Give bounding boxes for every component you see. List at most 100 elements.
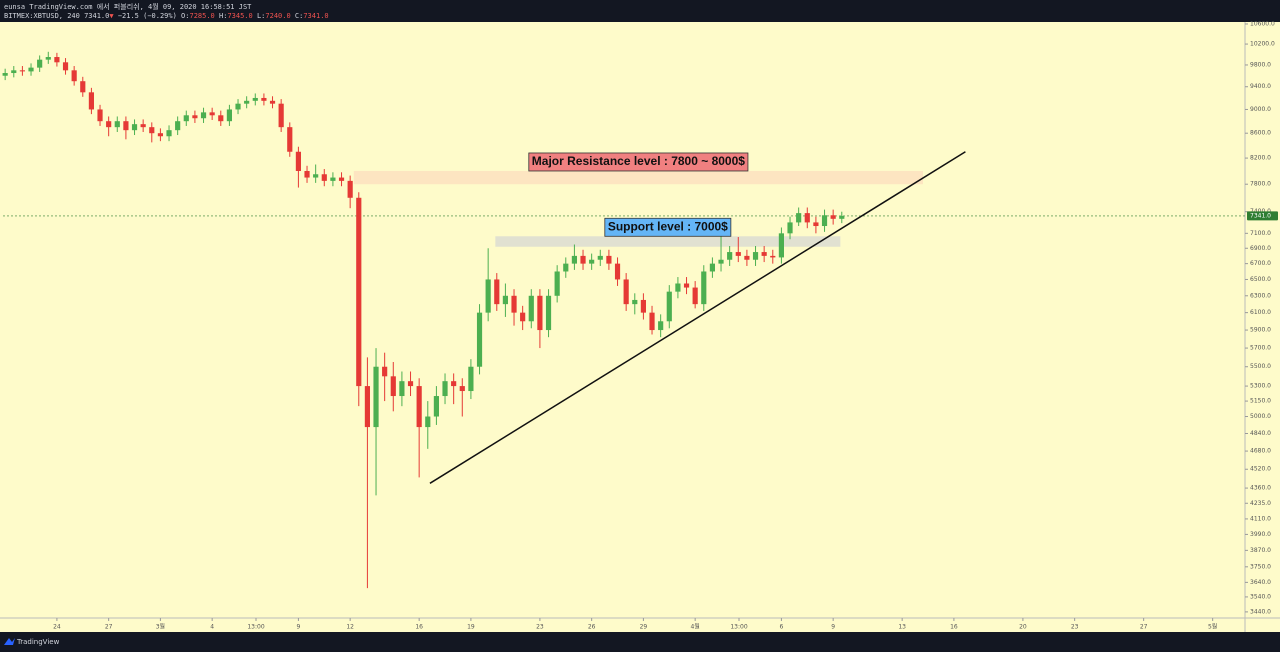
candle-body <box>106 121 112 128</box>
candle-body <box>295 151 301 171</box>
candle-body <box>787 222 793 234</box>
candle-body <box>338 177 345 181</box>
ohlc-label: C: <box>295 12 303 20</box>
logo <box>4 638 15 645</box>
candle-body <box>658 321 664 331</box>
candle-body <box>485 279 491 313</box>
y-tick-label: 9000.0 <box>1250 106 1271 113</box>
y-tick-label: 3540.0 <box>1250 593 1271 600</box>
candle-body <box>97 109 103 122</box>
publish-info: eunsa TradingView.com 에서 퍼블리쉬, 4월 09, 20… <box>4 2 252 11</box>
brand: TradingView <box>16 638 60 646</box>
candle-body <box>382 366 388 377</box>
candle-body <box>80 81 86 93</box>
candle-body <box>425 416 431 428</box>
y-tick-label: 7100.0 <box>1250 230 1271 237</box>
y-tick-label: 8200.0 <box>1250 155 1271 162</box>
ohlc-value: 7341.0 <box>303 12 328 20</box>
zone <box>495 236 841 247</box>
ohlc-label: H: <box>219 12 227 20</box>
candle-body <box>571 255 577 264</box>
candle-body <box>614 263 621 280</box>
candle-body <box>261 97 267 101</box>
ohlc-label: L: <box>257 12 265 20</box>
x-tick-label: 27 <box>1140 624 1148 631</box>
candle-body <box>45 57 51 60</box>
candle-body <box>433 396 439 417</box>
y-tick-label: 4680.0 <box>1250 448 1271 455</box>
candle-body <box>209 112 215 116</box>
candle-body <box>563 263 569 272</box>
candle-body <box>701 271 707 305</box>
y-tick-label: 5150.0 <box>1250 398 1271 405</box>
trendline <box>429 151 966 484</box>
candle-body <box>589 259 595 264</box>
candle-body <box>28 67 34 72</box>
candle-body <box>2 73 8 76</box>
candle-body <box>502 295 508 305</box>
candle-body <box>692 287 698 305</box>
candle-body <box>778 233 784 258</box>
change: −21.5 (−0.29%) <box>118 12 177 20</box>
candle-body <box>666 291 672 322</box>
y-tick-label: 5300.0 <box>1250 383 1271 390</box>
candle-body <box>226 109 232 122</box>
zone <box>353 170 923 185</box>
top-bar <box>0 0 1280 22</box>
y-tick-label: 5700.0 <box>1250 345 1271 352</box>
candle-body <box>364 386 370 428</box>
candle-body <box>140 124 146 128</box>
y-tick-label: 6900.0 <box>1250 245 1271 252</box>
candle-body <box>606 255 612 264</box>
ohlc-value: 7285.0 <box>189 12 214 20</box>
y-tick-label: 9400.0 <box>1250 83 1271 90</box>
candle-body <box>390 376 396 397</box>
y-tick-label: 4110.0 <box>1250 515 1271 522</box>
candle-body <box>727 252 733 260</box>
candle-body <box>718 259 724 264</box>
candle-body <box>476 312 483 367</box>
y-tick-label: 6700.0 <box>1250 260 1271 267</box>
candle-body <box>451 381 457 387</box>
zone-label: Major Resistance level : 7800 ~ 8000$ <box>532 154 745 168</box>
candle-body <box>675 283 681 292</box>
candle-body <box>735 252 741 256</box>
candle-body <box>813 222 819 227</box>
x-tick-label: 4월 <box>690 623 699 631</box>
ohlc-label: O: <box>181 12 189 20</box>
candle-body <box>528 295 534 322</box>
candle-body <box>88 92 94 110</box>
last: 7341.0 <box>84 12 109 20</box>
candle-body <box>511 295 517 313</box>
candle-body <box>304 170 310 178</box>
candle-body <box>821 215 828 227</box>
candle-body <box>62 62 69 71</box>
candle-body <box>709 263 715 272</box>
candle-body <box>37 59 43 68</box>
candle-body <box>19 70 25 72</box>
x-tick-label: 13:00 <box>247 624 264 631</box>
y-tick-label: 3990.0 <box>1250 531 1271 538</box>
candle-body <box>752 252 759 260</box>
candle-body <box>166 130 172 137</box>
arrow: ▼ <box>109 12 114 20</box>
x-tick-label: 9 <box>831 624 835 631</box>
x-tick-label: 6 <box>779 624 783 631</box>
zone-label-box <box>528 152 749 172</box>
candle-body <box>683 283 690 288</box>
candle-body <box>649 312 655 331</box>
chart-background <box>0 22 1280 632</box>
candle-body <box>442 381 448 397</box>
candle-body <box>131 124 138 131</box>
candle-body <box>468 366 474 392</box>
y-tick-label: 3440.0 <box>1250 608 1271 615</box>
x-tick-label: 16 <box>950 624 958 631</box>
candle-body <box>330 177 336 181</box>
candle-body <box>252 97 258 101</box>
last-price-label: 7341.0 <box>1250 212 1271 219</box>
zone-label: Support level : 7000$ <box>608 219 728 233</box>
x-tick-label: 3월 <box>156 623 165 631</box>
candle-body <box>554 271 560 296</box>
y-tick-label: 4235.0 <box>1250 500 1271 507</box>
